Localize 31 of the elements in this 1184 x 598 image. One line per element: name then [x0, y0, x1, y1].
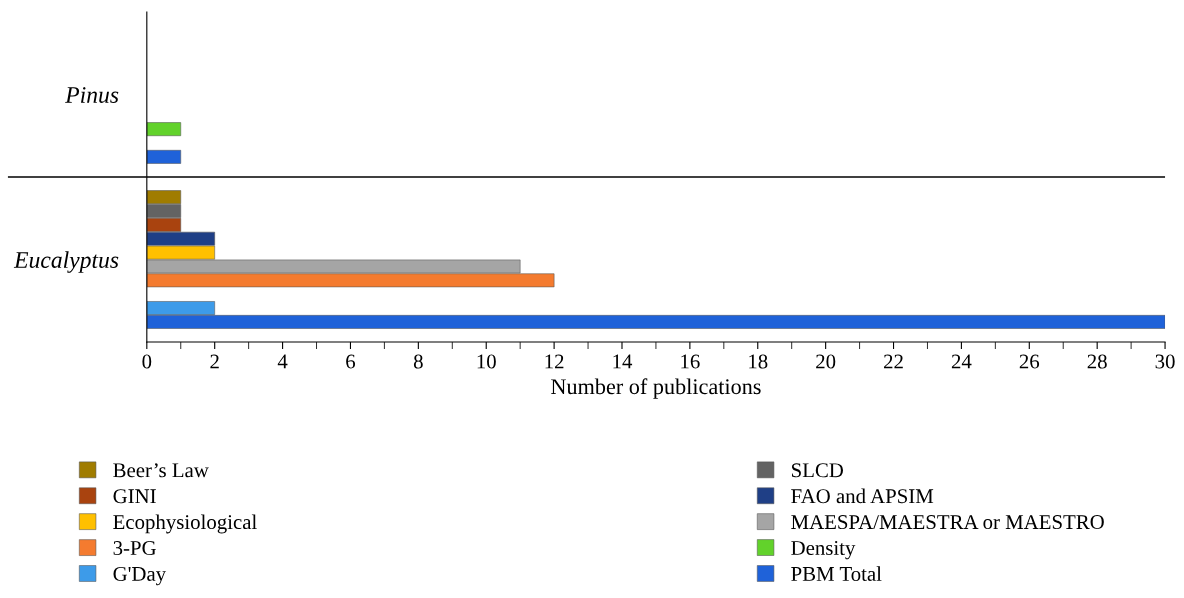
x-tick-label: 12	[545, 354, 564, 369]
legend-label: Density	[791, 540, 856, 560]
x-tick-label: 28	[1087, 354, 1107, 369]
legend-label: MAESPA/MAESTRA or MAESTRO	[791, 515, 1104, 530]
x-tick-label: 2	[210, 354, 219, 369]
x-tick-label: 22	[884, 354, 903, 369]
x-tick-label: 4	[277, 354, 288, 369]
bar	[146, 122, 182, 137]
legend-label: Ecophysiological	[113, 514, 257, 534]
legend-label: Beer’s Law	[113, 463, 209, 478]
x-tick-label: 20	[816, 354, 836, 369]
bar	[146, 150, 182, 164]
legend-label: FAO and APSIM	[791, 488, 934, 504]
y-tick-label: Pinus	[65, 87, 119, 103]
x-tick-label: 6	[346, 354, 356, 369]
legend-label: G'Day	[113, 566, 167, 586]
y-tick-label: Eucalyptus	[13, 251, 119, 273]
x-tick-label: 30	[1155, 354, 1175, 369]
x-tick-label: 0	[142, 354, 152, 369]
legend-label: 3-PG	[113, 541, 156, 556]
x-tick-label: 26	[1019, 354, 1040, 369]
x-tick-label: 14	[613, 354, 633, 369]
legend-label: PBM Total	[791, 566, 882, 581]
x-tick-label: 10	[477, 354, 496, 369]
x-tick-label: 18	[749, 354, 768, 369]
legend-label: GINI	[113, 489, 156, 504]
x-tick-label: 24	[951, 354, 972, 369]
x-tick-label: 8	[413, 354, 423, 369]
x-axis-title: Number of publications	[551, 378, 761, 399]
legend-label: SLCD	[791, 463, 844, 478]
x-tick-label: 16	[681, 354, 700, 369]
